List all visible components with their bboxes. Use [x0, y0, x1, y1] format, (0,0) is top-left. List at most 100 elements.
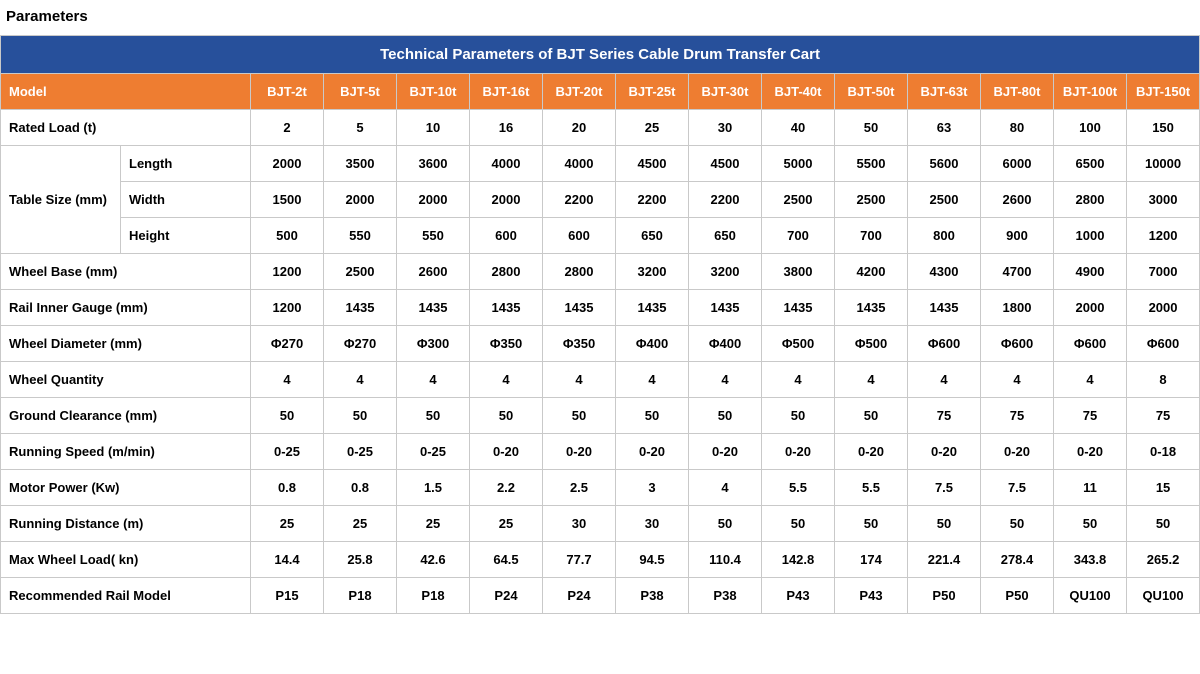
- cell-7-0: 4: [251, 362, 324, 398]
- cell-2-12: 3000: [1127, 182, 1200, 218]
- cell-3-11: 1000: [1054, 218, 1127, 254]
- cell-7-10: 4: [981, 362, 1054, 398]
- row-label-5: Rail Inner Gauge (mm): [1, 290, 251, 326]
- cell-10-5: 3: [616, 470, 689, 506]
- cell-10-7: 5.5: [762, 470, 835, 506]
- header-model-0: BJT-2t: [251, 74, 324, 110]
- table-row: Wheel Quantity4444444444448: [1, 362, 1200, 398]
- cell-11-5: 30: [616, 506, 689, 542]
- table-row: Recommended Rail ModelP15P18P18P24P24P38…: [1, 578, 1200, 614]
- cell-6-4: Φ350: [543, 326, 616, 362]
- cell-0-3: 16: [470, 110, 543, 146]
- cell-6-6: Φ400: [689, 326, 762, 362]
- cell-0-4: 20: [543, 110, 616, 146]
- cell-12-2: 42.6: [397, 542, 470, 578]
- cell-3-3: 600: [470, 218, 543, 254]
- cell-8-4: 50: [543, 398, 616, 434]
- cell-6-9: Φ600: [908, 326, 981, 362]
- cell-9-6: 0-20: [689, 434, 762, 470]
- cell-1-10: 6000: [981, 146, 1054, 182]
- cell-4-3: 2800: [470, 254, 543, 290]
- cell-0-2: 10: [397, 110, 470, 146]
- cell-0-11: 100: [1054, 110, 1127, 146]
- cell-0-7: 40: [762, 110, 835, 146]
- header-model-5: BJT-25t: [616, 74, 689, 110]
- cell-6-5: Φ400: [616, 326, 689, 362]
- cell-0-8: 50: [835, 110, 908, 146]
- cell-2-6: 2200: [689, 182, 762, 218]
- cell-1-0: 2000: [251, 146, 324, 182]
- cell-12-3: 64.5: [470, 542, 543, 578]
- cell-11-0: 25: [251, 506, 324, 542]
- cell-13-9: P50: [908, 578, 981, 614]
- cell-10-9: 7.5: [908, 470, 981, 506]
- table-row: Height5005505506006006506507007008009001…: [1, 218, 1200, 254]
- cell-3-5: 650: [616, 218, 689, 254]
- cell-10-1: 0.8: [324, 470, 397, 506]
- cell-5-9: 1435: [908, 290, 981, 326]
- cell-13-2: P18: [397, 578, 470, 614]
- cell-9-3: 0-20: [470, 434, 543, 470]
- cell-1-1: 3500: [324, 146, 397, 182]
- cell-11-9: 50: [908, 506, 981, 542]
- header-model-4: BJT-20t: [543, 74, 616, 110]
- cell-13-6: P38: [689, 578, 762, 614]
- cell-7-8: 4: [835, 362, 908, 398]
- cell-8-9: 75: [908, 398, 981, 434]
- cell-0-1: 5: [324, 110, 397, 146]
- cell-3-4: 600: [543, 218, 616, 254]
- row-label-1: Length: [121, 146, 251, 182]
- cell-2-4: 2200: [543, 182, 616, 218]
- cell-4-2: 2600: [397, 254, 470, 290]
- row-label-4: Wheel Base (mm): [1, 254, 251, 290]
- cell-8-7: 50: [762, 398, 835, 434]
- cell-4-1: 2500: [324, 254, 397, 290]
- cell-7-7: 4: [762, 362, 835, 398]
- cell-3-9: 800: [908, 218, 981, 254]
- cell-3-6: 650: [689, 218, 762, 254]
- cell-12-11: 343.8: [1054, 542, 1127, 578]
- cell-7-6: 4: [689, 362, 762, 398]
- cell-10-3: 2.2: [470, 470, 543, 506]
- cell-11-2: 25: [397, 506, 470, 542]
- cell-13-7: P43: [762, 578, 835, 614]
- cell-10-0: 0.8: [251, 470, 324, 506]
- header-model-6: BJT-30t: [689, 74, 762, 110]
- cell-7-12: 8: [1127, 362, 1200, 398]
- table-row: Motor Power (Kw)0.80.81.52.22.5345.55.57…: [1, 470, 1200, 506]
- cell-13-0: P15: [251, 578, 324, 614]
- cell-12-6: 110.4: [689, 542, 762, 578]
- cell-1-9: 5600: [908, 146, 981, 182]
- cell-8-1: 50: [324, 398, 397, 434]
- cell-6-0: Φ270: [251, 326, 324, 362]
- cell-13-3: P24: [470, 578, 543, 614]
- cell-11-1: 25: [324, 506, 397, 542]
- cell-2-5: 2200: [616, 182, 689, 218]
- header-model-3: BJT-16t: [470, 74, 543, 110]
- cell-13-11: QU100: [1054, 578, 1127, 614]
- cell-9-2: 0-25: [397, 434, 470, 470]
- table-row: Running Distance (m)25252525303050505050…: [1, 506, 1200, 542]
- cell-12-8: 174: [835, 542, 908, 578]
- cell-3-1: 550: [324, 218, 397, 254]
- cell-0-10: 80: [981, 110, 1054, 146]
- cell-12-12: 265.2: [1127, 542, 1200, 578]
- row-label-10: Motor Power (Kw): [1, 470, 251, 506]
- cell-7-4: 4: [543, 362, 616, 398]
- cell-8-6: 50: [689, 398, 762, 434]
- cell-5-8: 1435: [835, 290, 908, 326]
- table-row: Width15002000200020002200220022002500250…: [1, 182, 1200, 218]
- cell-13-10: P50: [981, 578, 1054, 614]
- cell-2-1: 2000: [324, 182, 397, 218]
- cell-7-1: 4: [324, 362, 397, 398]
- cell-3-8: 700: [835, 218, 908, 254]
- cell-10-8: 5.5: [835, 470, 908, 506]
- header-model-8: BJT-50t: [835, 74, 908, 110]
- cell-10-10: 7.5: [981, 470, 1054, 506]
- cell-7-5: 4: [616, 362, 689, 398]
- cell-8-8: 50: [835, 398, 908, 434]
- page-title: Parameters: [0, 0, 1200, 35]
- cell-12-4: 77.7: [543, 542, 616, 578]
- row-label-3: Height: [121, 218, 251, 254]
- cell-12-7: 142.8: [762, 542, 835, 578]
